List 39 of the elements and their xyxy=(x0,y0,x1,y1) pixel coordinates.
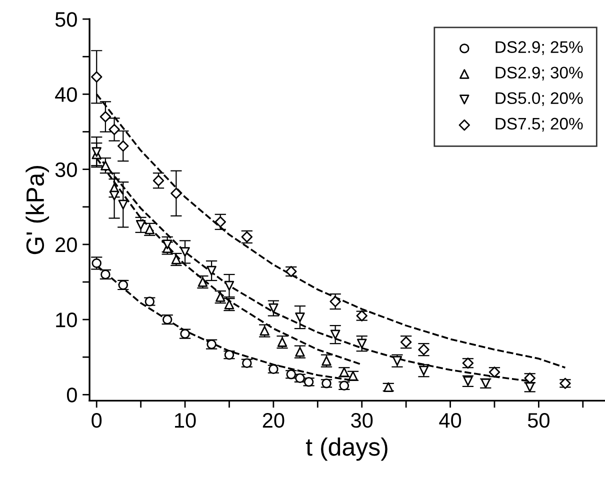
point xyxy=(330,330,340,340)
point xyxy=(118,200,128,210)
point xyxy=(136,220,146,230)
point xyxy=(356,338,367,348)
y-tick-label: 0 xyxy=(66,388,77,402)
y-tick-label: 10 xyxy=(56,312,77,328)
point xyxy=(180,247,190,257)
y-tick-label: 40 xyxy=(55,87,77,102)
point xyxy=(170,188,182,199)
point xyxy=(100,160,110,170)
x-tick-label: 40 xyxy=(439,413,462,428)
point xyxy=(91,71,102,83)
legend-label: DS5.0; 20% xyxy=(496,92,583,106)
point xyxy=(100,111,112,122)
point xyxy=(162,240,172,250)
legend-label: DS2.9; 25% xyxy=(496,41,583,55)
x-tick-label: 10 xyxy=(175,413,196,428)
y-axis-title: G' (kPa) xyxy=(26,166,49,254)
point xyxy=(224,280,234,291)
point xyxy=(295,312,305,322)
point xyxy=(118,140,129,152)
point xyxy=(330,296,341,308)
x-tick-label: 20 xyxy=(262,413,284,428)
point xyxy=(214,216,226,228)
y-tick-label: 50 xyxy=(55,12,77,27)
point xyxy=(92,147,102,157)
legend-label: DS7.5; 20% xyxy=(496,118,583,132)
x-axis-title: t (days) xyxy=(306,437,388,461)
legend-label: DS2.9; 30% xyxy=(496,66,583,80)
x-tick-label: 50 xyxy=(528,413,550,428)
y-tick-label: 20 xyxy=(56,237,77,252)
x-tick-label: 0 xyxy=(92,413,102,428)
point xyxy=(152,174,164,186)
point xyxy=(108,124,120,136)
y-tick-label: 30 xyxy=(55,162,77,178)
point xyxy=(268,303,278,314)
point xyxy=(206,266,216,276)
point xyxy=(109,190,120,200)
x-tick-label: 30 xyxy=(351,413,373,428)
